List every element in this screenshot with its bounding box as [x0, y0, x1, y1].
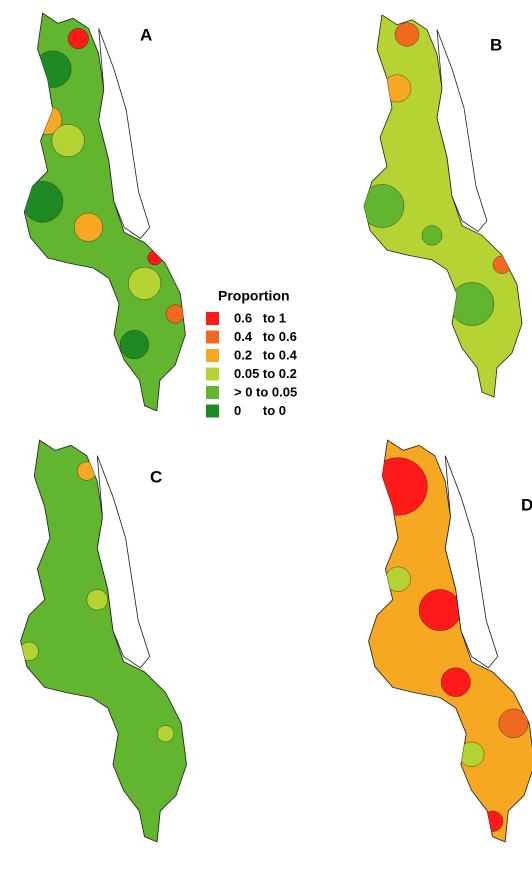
legend-swatch [206, 331, 219, 344]
legend-swatch [206, 349, 219, 362]
legend-label: 0.05 to 0.2 [234, 366, 297, 381]
panel-label: A [140, 25, 152, 44]
panel-label: D [521, 495, 532, 514]
legend-label: 0.4 to 0.6 [234, 329, 297, 344]
legend-label: > 0 to 0.05 [234, 384, 297, 399]
map-a [22, 13, 185, 411]
panel-label: B [490, 35, 502, 54]
map-b [360, 15, 522, 397]
map-c [20, 440, 187, 842]
figure: A B Proportion 0.6 to 1 0.4 to 0.6 0.2 to … [0, 0, 532, 872]
legend: Proportion 0.6 to 1 0.4 to 0.6 0.2 to 0.4 0… [206, 288, 298, 418]
panel-label: C [150, 467, 162, 486]
legend-label: 0.6 to 1 [234, 310, 286, 325]
legend-swatch [206, 405, 219, 418]
legend-swatch [206, 386, 219, 399]
legend-swatch [206, 312, 219, 325]
legend-label: 0.2 to 0.4 [234, 347, 298, 362]
legend-label: 0 to 0 [234, 403, 286, 418]
map-d [369, 440, 532, 842]
legend-swatch [206, 368, 219, 381]
legend-title: Proportion [218, 288, 290, 304]
